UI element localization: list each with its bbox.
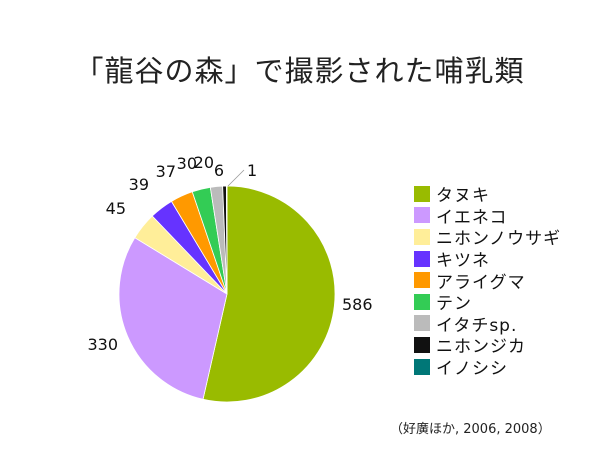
data-label-4: 39 [129, 175, 149, 194]
legend-item-4: キツネ [414, 248, 561, 272]
legend-label-3: ニホンノウサギ [436, 229, 562, 250]
legend-swatch-8 [414, 336, 430, 353]
legend-item-7: イタチsp. [414, 313, 561, 336]
data-label-3: 45 [106, 199, 126, 218]
data-label-1: 586 [342, 295, 373, 314]
data-label-7: 20 [194, 153, 214, 172]
chart-title: 「龍谷の森」で撮影された哺乳類 [74, 54, 525, 88]
legend-item-5: アライグマ [414, 269, 561, 293]
legend-label-9: イノシシ [436, 359, 508, 380]
legend-item-2: イエネコ [414, 205, 561, 228]
leader-line [227, 169, 245, 187]
legend-swatch-5 [414, 272, 430, 289]
legend-item-1: タヌキ [414, 183, 561, 207]
legend-label-2: イエネコ [436, 207, 508, 228]
legend-item-8: ニホンジカ [414, 334, 561, 358]
legend-swatch-4 [414, 250, 430, 267]
legend-label-1: タヌキ [436, 186, 490, 207]
data-label-2: 330 [87, 335, 118, 354]
pie-slice-2 [118, 237, 228, 400]
legend-label-7: イタチsp. [436, 315, 518, 336]
legend-item-3: ニホンノウサギ [414, 226, 562, 250]
legend-swatch-2 [414, 207, 430, 224]
legend-swatch-6 [414, 293, 430, 310]
legend-swatch-3 [414, 228, 430, 245]
data-label-8: 6 [214, 161, 224, 180]
pie-slice-1 [202, 185, 336, 403]
pie-slice-9 [225, 185, 228, 295]
data-label-6: 30 [177, 154, 197, 173]
legend-item-9: イノシシ [414, 356, 561, 380]
legend-swatch-1 [414, 185, 430, 202]
legend-label-6: テン [436, 294, 472, 315]
legend-label-4: キツネ [436, 251, 490, 272]
legend-item-6: テン [414, 291, 561, 315]
legend-swatch-9 [414, 358, 430, 375]
data-label-9: 1 [247, 161, 257, 180]
legend-label-8: ニホンジカ [436, 337, 526, 358]
source-citation: （好廣ほか, 2006, 2008） [390, 422, 551, 437]
legend-swatch-7 [414, 315, 430, 332]
data-label-5: 37 [156, 162, 176, 181]
legend-label-5: アライグマ [436, 272, 526, 293]
legend: タヌキ イエネコ ニホンノウサギ キツネ アライグマ テン イタチsp. ニホンジカ イノシシ [414, 183, 562, 380]
